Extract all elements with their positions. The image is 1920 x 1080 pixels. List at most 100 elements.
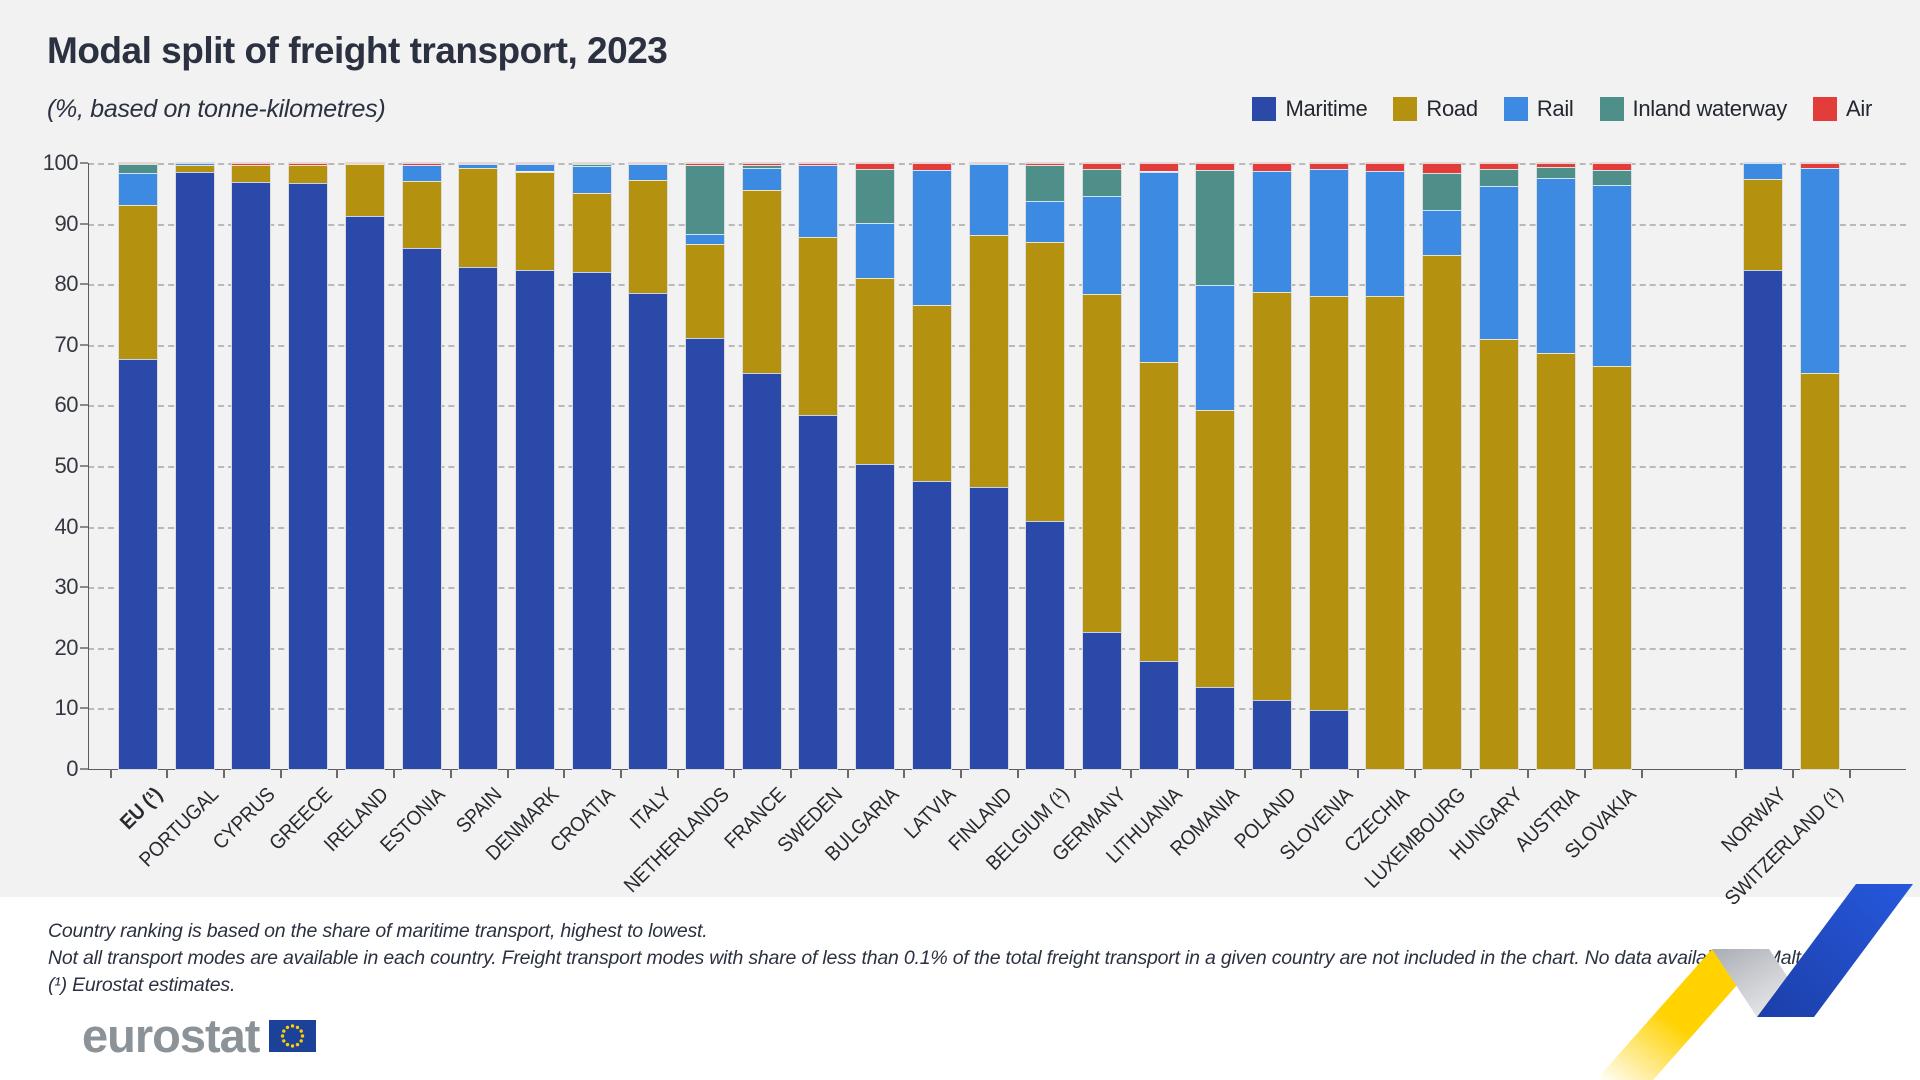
footnote-estimates: (¹) Eurostat estimates. — [48, 974, 236, 996]
bar-netherlands — [685, 162, 725, 770]
segment-rail — [1139, 171, 1178, 362]
segment-air — [1253, 163, 1291, 172]
bar-switzerland — [1799, 162, 1840, 770]
segment-road — [459, 168, 498, 267]
segment-rail — [686, 233, 724, 245]
segment-road — [1479, 338, 1518, 769]
footnotes: Country ranking is based on the share of… — [48, 918, 1817, 999]
segment-maritime — [1309, 710, 1348, 769]
segment-maritime — [572, 272, 611, 769]
x-axis-tick-mark — [1073, 769, 1076, 778]
y-axis-tick-label: 0 — [66, 756, 78, 781]
segment-air — [912, 163, 951, 171]
segment-rail — [1593, 184, 1632, 367]
segment-maritime — [686, 337, 724, 769]
segment-road — [686, 244, 724, 338]
segment-maritime — [629, 292, 668, 769]
segment-maritime — [175, 172, 214, 769]
bar-portugal — [174, 162, 215, 770]
x-axis-tick-mark — [1016, 769, 1019, 778]
y-axis-tick-mark — [80, 222, 88, 225]
segment-air — [1196, 163, 1235, 171]
x-axis-tick-mark — [563, 769, 566, 778]
x-axis-tick-mark — [223, 769, 226, 778]
segment-road — [1800, 372, 1839, 769]
segment-inland-waterway — [1196, 170, 1235, 286]
bar-ireland — [344, 162, 385, 770]
segment-road — [799, 236, 838, 415]
bar-bulgaria — [855, 162, 896, 770]
segment-inland-waterway — [119, 164, 157, 174]
segment-air — [345, 163, 384, 165]
segment-road — [119, 204, 157, 359]
y-axis-tick-label: 60 — [54, 392, 79, 418]
x-axis-tick-mark — [393, 769, 396, 778]
segment-air — [1139, 163, 1178, 172]
y-axis-tick-mark — [80, 465, 88, 467]
x-axis-tick-mark — [619, 769, 622, 778]
segment-air — [572, 163, 611, 165]
segment-air — [1479, 163, 1518, 170]
x-axis-tick-mark — [1848, 769, 1851, 778]
segment-air — [1026, 163, 1065, 165]
segment-maritime — [1082, 632, 1121, 769]
footnote-ranking: Country ranking is based on the share of… — [48, 920, 708, 942]
y-axis-tick-mark — [80, 768, 88, 770]
footnote-availability: Not all transport modes are available in… — [48, 947, 1817, 969]
bar-finland — [968, 162, 1009, 770]
segment-rail — [912, 170, 951, 306]
y-axis-tick-label: 30 — [54, 574, 79, 600]
segment-rail — [1479, 186, 1518, 339]
y-axis-tick-label: 50 — [54, 453, 79, 478]
segment-road — [1536, 352, 1575, 769]
segment-maritime — [742, 373, 781, 769]
y-axis-line — [88, 163, 89, 769]
x-axis-tick-mark — [1300, 769, 1303, 778]
bar-eu — [118, 162, 158, 770]
segment-air — [289, 163, 328, 165]
bar-romania — [1195, 162, 1236, 770]
bar-france — [741, 162, 782, 770]
bar-lithuania — [1138, 162, 1179, 770]
segment-rail — [1743, 163, 1782, 179]
x-axis-tick-mark — [109, 769, 112, 778]
segment-maritime — [1026, 520, 1065, 769]
segment-air — [969, 163, 1008, 165]
bar-belgium — [1025, 162, 1066, 770]
segment-maritime — [402, 248, 441, 769]
bar-norway — [1742, 162, 1783, 770]
segment-air — [1423, 163, 1462, 174]
segment-air — [1082, 163, 1121, 170]
segment-maritime — [1139, 660, 1178, 769]
x-axis-tick-mark — [1413, 769, 1416, 778]
segment-inland-waterway — [1479, 169, 1518, 187]
x-axis-tick-mark — [506, 769, 509, 778]
legend-label: Maritime — [1285, 96, 1368, 121]
segment-road — [1423, 254, 1462, 769]
y-axis-tick-mark — [80, 646, 88, 649]
y-axis-tick-label: 40 — [54, 513, 79, 539]
segment-air — [459, 163, 498, 165]
bar-austria — [1535, 162, 1576, 770]
legend-label: Rail — [1536, 96, 1574, 121]
eurostat-logo-text: eurostat — [82, 1009, 260, 1062]
segment-maritime — [969, 486, 1008, 769]
segment-rail — [1082, 195, 1121, 294]
segment-road — [1309, 296, 1348, 711]
segment-air — [799, 163, 838, 165]
segment-rail — [1800, 167, 1839, 373]
segment-maritime — [1196, 687, 1235, 769]
y-axis-tick-label: 20 — [54, 634, 79, 660]
segment-road — [1593, 366, 1632, 769]
x-axis-line — [88, 769, 1906, 770]
legend-item-inland-waterway: Inland waterway — [1599, 96, 1787, 122]
x-axis-tick-mark — [1243, 769, 1246, 778]
x-axis-tick-mark — [1791, 769, 1794, 778]
eurostat-logo: eurostat — [82, 1009, 317, 1062]
legend-swatch-icon — [1393, 97, 1418, 121]
segment-road — [742, 189, 781, 374]
segment-road — [175, 164, 214, 173]
segment-rail — [1423, 210, 1462, 255]
legend-swatch-icon — [1503, 97, 1528, 121]
